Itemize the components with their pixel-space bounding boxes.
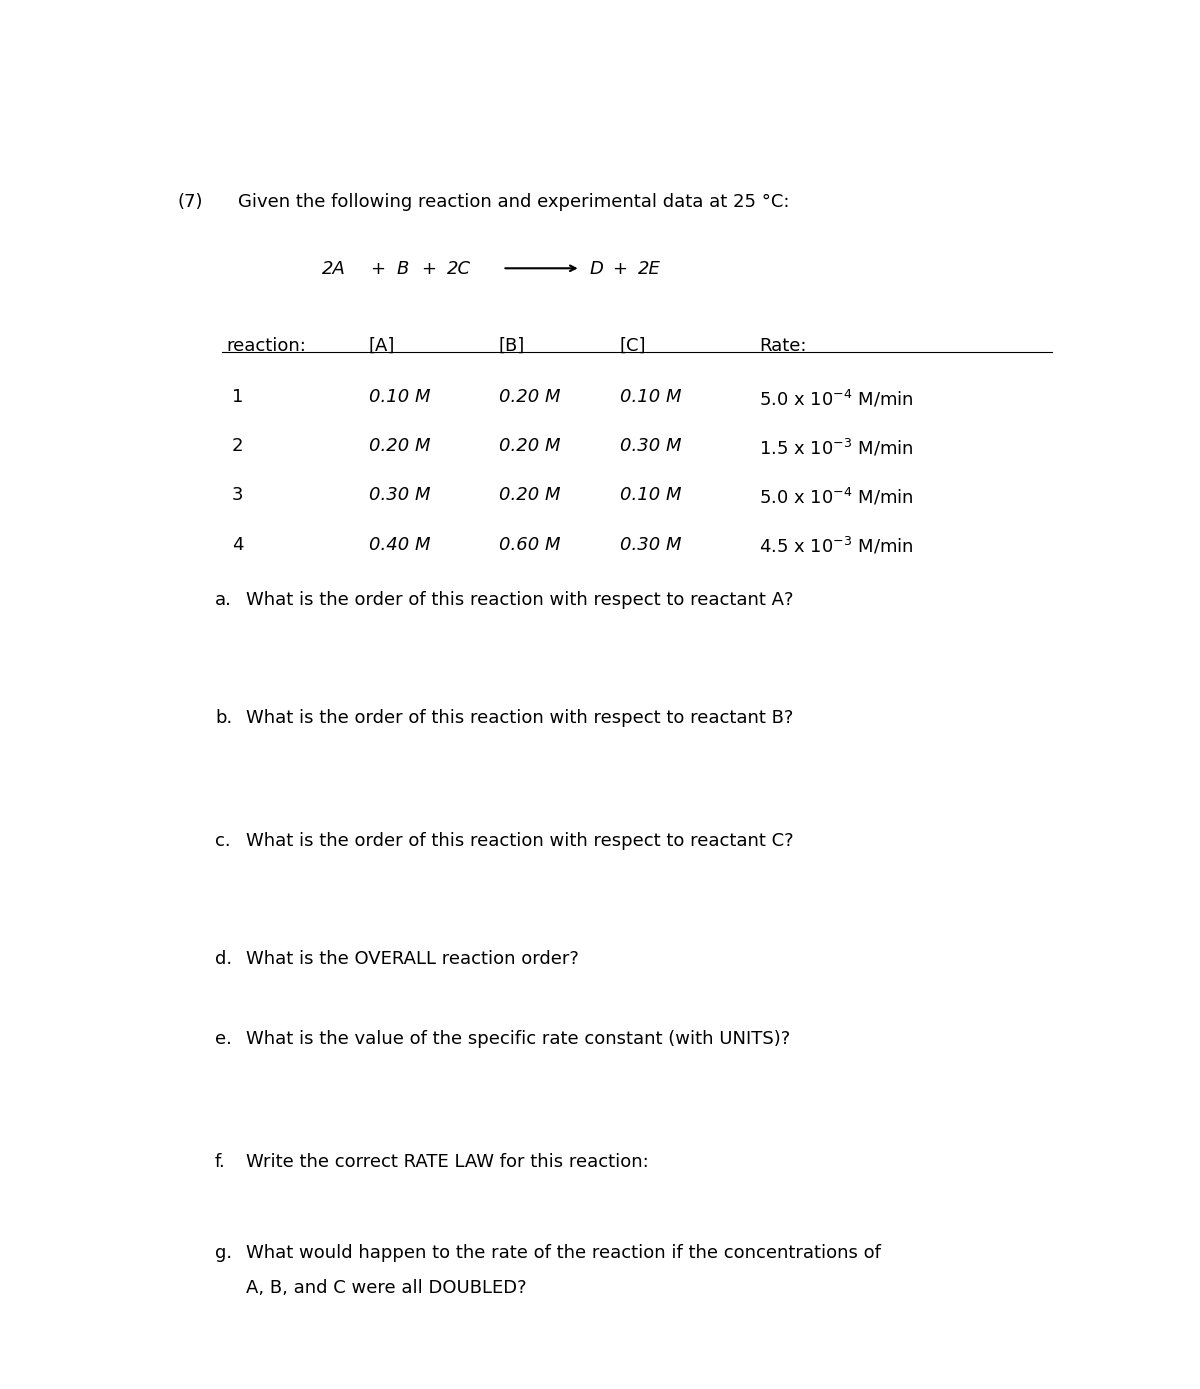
- Text: 0.40 M: 0.40 M: [368, 536, 430, 554]
- Text: D: D: [590, 260, 604, 278]
- Text: 0.20 M: 0.20 M: [499, 438, 560, 456]
- Text: +: +: [612, 260, 628, 278]
- Text: 0.30 M: 0.30 M: [368, 486, 430, 504]
- Text: [C]: [C]: [619, 336, 646, 354]
- Text: 4.5 x 10$^{-3}$ M/min: 4.5 x 10$^{-3}$ M/min: [760, 536, 913, 557]
- Text: Rate:: Rate:: [760, 336, 806, 354]
- Text: g.: g.: [215, 1243, 233, 1261]
- Text: 2A: 2A: [322, 260, 346, 278]
- Text: 3: 3: [232, 486, 244, 504]
- Text: (7): (7): [178, 193, 204, 211]
- Text: Write the correct RATE LAW for this reaction:: Write the correct RATE LAW for this reac…: [246, 1153, 648, 1171]
- Text: 0.20 M: 0.20 M: [499, 486, 560, 504]
- Text: a.: a.: [215, 592, 232, 610]
- Text: What is the order of this reaction with respect to reactant A?: What is the order of this reaction with …: [246, 592, 793, 610]
- Text: 0.10 M: 0.10 M: [619, 388, 682, 406]
- Text: [B]: [B]: [499, 336, 526, 354]
- Text: 0.60 M: 0.60 M: [499, 536, 560, 554]
- Text: B: B: [396, 260, 409, 278]
- Text: +: +: [371, 260, 385, 278]
- Text: d.: d.: [215, 950, 233, 968]
- Text: 0.20 M: 0.20 M: [368, 438, 430, 456]
- Text: Given the following reaction and experimental data at 25 °C:: Given the following reaction and experim…: [239, 193, 790, 211]
- Text: What is the OVERALL reaction order?: What is the OVERALL reaction order?: [246, 950, 578, 968]
- Text: reaction:: reaction:: [227, 336, 306, 354]
- Text: c.: c.: [215, 832, 230, 850]
- Text: 2: 2: [232, 438, 244, 456]
- Text: A, B, and C were all DOUBLED?: A, B, and C were all DOUBLED?: [246, 1279, 527, 1297]
- Text: 4: 4: [232, 536, 244, 554]
- Text: 0.10 M: 0.10 M: [368, 388, 430, 406]
- Text: e.: e.: [215, 1029, 232, 1047]
- Text: +: +: [421, 260, 436, 278]
- Text: What is the value of the specific rate constant (with UNITS)?: What is the value of the specific rate c…: [246, 1029, 790, 1047]
- Text: 0.10 M: 0.10 M: [619, 486, 682, 504]
- Text: What would happen to the rate of the reaction if the concentrations of: What would happen to the rate of the rea…: [246, 1243, 881, 1261]
- Text: f.: f.: [215, 1153, 226, 1171]
- Text: 0.30 M: 0.30 M: [619, 438, 682, 456]
- Text: 1: 1: [232, 388, 244, 406]
- Text: 2E: 2E: [638, 260, 661, 278]
- Text: 1.5 x 10$^{-3}$ M/min: 1.5 x 10$^{-3}$ M/min: [760, 438, 913, 458]
- Text: 0.20 M: 0.20 M: [499, 388, 560, 406]
- Text: 5.0 x 10$^{-4}$ M/min: 5.0 x 10$^{-4}$ M/min: [760, 486, 913, 507]
- Text: 2C: 2C: [446, 260, 470, 278]
- Text: What is the order of this reaction with respect to reactant C?: What is the order of this reaction with …: [246, 832, 793, 850]
- Text: [A]: [A]: [368, 336, 395, 354]
- Text: 0.30 M: 0.30 M: [619, 536, 682, 554]
- Text: 5.0 x 10$^{-4}$ M/min: 5.0 x 10$^{-4}$ M/min: [760, 388, 913, 410]
- Text: What is the order of this reaction with respect to reactant B?: What is the order of this reaction with …: [246, 708, 793, 726]
- Text: b.: b.: [215, 708, 233, 726]
